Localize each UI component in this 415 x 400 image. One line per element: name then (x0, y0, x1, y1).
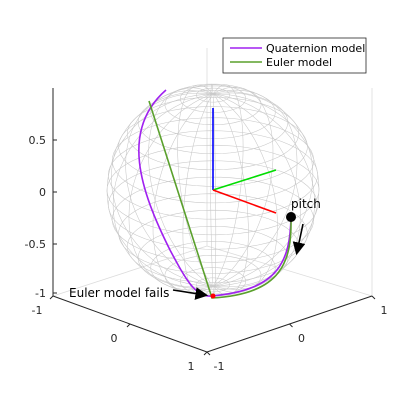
wireframe-line (212, 92, 314, 287)
box-edge (206, 245, 373, 297)
z-tick-label: -0.5 (25, 238, 46, 251)
wireframe-line (111, 92, 214, 287)
wireframe-line (212, 86, 274, 287)
x-tick-label: -1 (32, 304, 43, 317)
fail-label: Euler model fails (69, 286, 169, 300)
legend-label-quaternion: Quaternion model (266, 42, 365, 55)
wireframe-line (212, 93, 315, 288)
fail-arrow (172, 287, 209, 300)
series-quaternion-line (138, 89, 292, 297)
legend: Quaternion model Euler model (222, 37, 367, 74)
wireframe-line (125, 90, 214, 287)
tick-group: -1 0 1 1 0 -1 0.5 0 -0.5 -1 (25, 134, 388, 373)
body-y-axis (212, 169, 277, 191)
tick-mark (206, 351, 211, 356)
sphere-wireframe (106, 83, 320, 297)
legend-box (222, 37, 367, 74)
pitch-start-point (286, 212, 296, 222)
z-tick-label: 0 (39, 186, 46, 199)
y-tick-label: 1 (381, 304, 388, 317)
box-edge (52, 245, 208, 297)
legend-label-euler: Euler model (266, 56, 332, 69)
tick-mark (203, 351, 208, 356)
wireframe-line (148, 87, 214, 287)
pitch-label: pitch (291, 197, 321, 211)
euler-fail-point (210, 293, 216, 299)
x-tick-label: 1 (188, 360, 195, 373)
wireframe-line (106, 93, 214, 287)
tick-mark (126, 323, 131, 328)
wireframe-line (212, 93, 301, 290)
wireframe-line (182, 93, 214, 296)
z-tick-label: 0.5 (29, 134, 47, 147)
wireframe-line (177, 84, 214, 287)
wireframe-line (112, 93, 214, 288)
wireframe-line (212, 93, 320, 287)
body-axes (212, 108, 277, 214)
tick-mark (289, 323, 293, 328)
tick-mark (49, 295, 54, 300)
wireframe-line (209, 83, 214, 287)
wireframe-line (212, 89, 298, 287)
wireframe-line (212, 93, 278, 293)
tick-mark (371, 295, 376, 300)
wireframe-line (212, 93, 249, 296)
y-tick-label: -1 (214, 360, 225, 373)
y-tick-label: 0 (298, 332, 305, 345)
series-euler-line (148, 100, 292, 299)
x-tick-label: 0 (111, 332, 118, 345)
wireframe-line (212, 84, 244, 287)
wireframe-line (128, 93, 214, 291)
body-x-axis (212, 189, 277, 214)
z-tick-label: -1 (35, 287, 46, 300)
pitch-arrow (292, 223, 306, 256)
